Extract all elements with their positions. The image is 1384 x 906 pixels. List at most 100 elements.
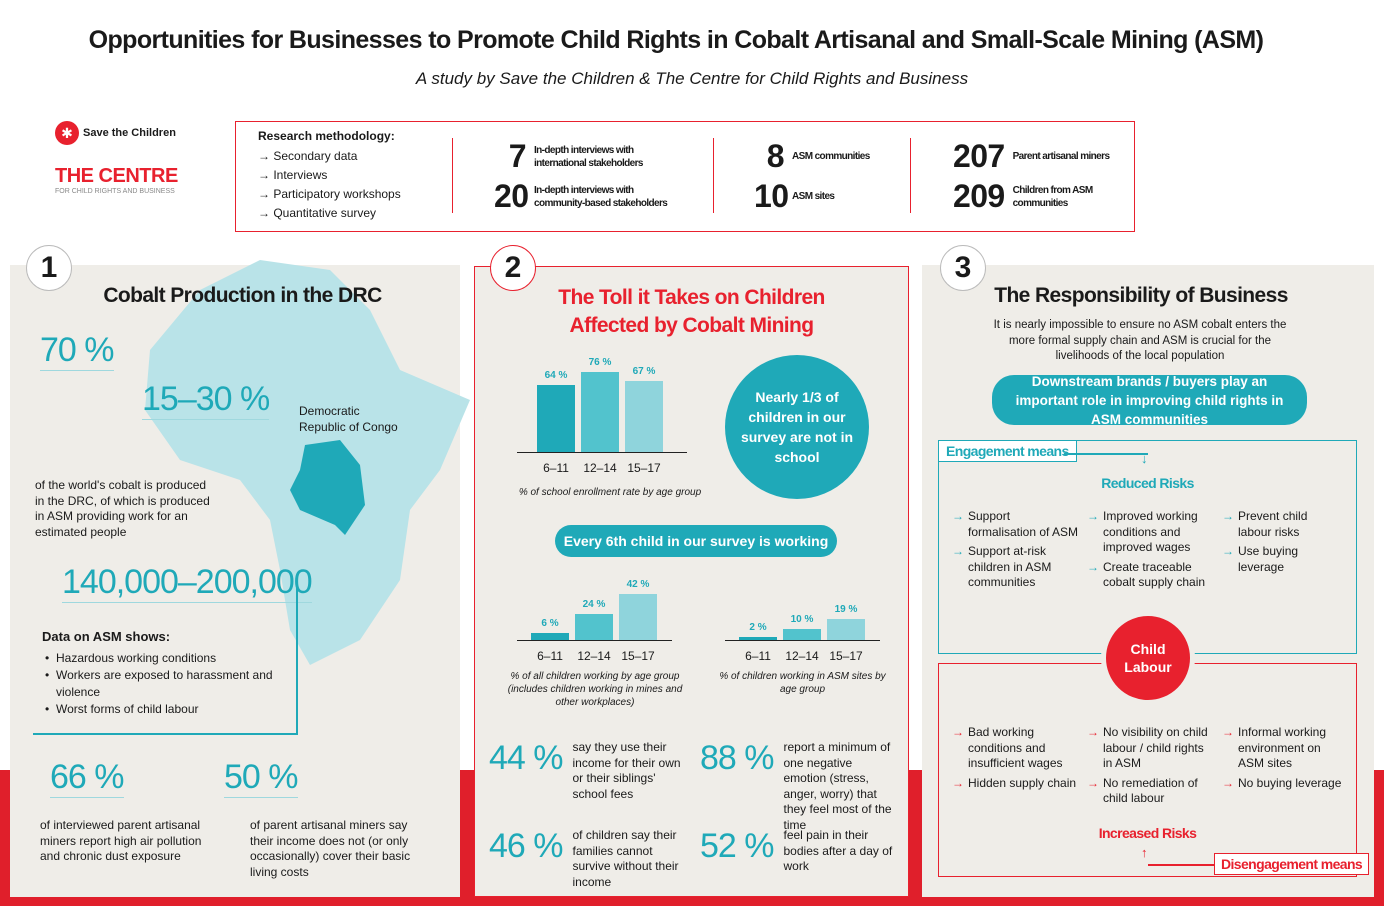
bar-value-label: 6 % <box>541 618 559 630</box>
divider <box>296 580 298 735</box>
bar-value-label: 24 % <box>582 598 606 610</box>
stat-44: 44 % say they use their income for their … <box>489 739 681 801</box>
child-figure-icon: ✱ <box>55 121 79 145</box>
drc-label: Democratic Republic of Congo <box>299 404 398 434</box>
bullet-item: Workers are exposed to harassment and vi… <box>42 667 292 701</box>
section-2-title: The Toll it Takes on Children Affected by… <box>558 286 825 337</box>
not-in-school-circle: Nearly 1/3 of children in our survey are… <box>725 355 869 499</box>
data-heading: Data on ASM shows: <box>42 629 171 644</box>
methodology-heading: Research methodology: <box>258 129 395 143</box>
stat-52: 52 % feel pain in their bodies after a da… <box>700 827 893 873</box>
bar-6–11 <box>739 637 777 640</box>
bullet-item: Worst forms of child labour <box>42 701 292 718</box>
section-3-intro: It is nearly impossible to ensure no ASM… <box>993 319 1287 362</box>
category-label: 15–17 <box>829 649 863 663</box>
page-title: Opportunities for Businesses to Promote … <box>88 26 1264 54</box>
save-the-children-logo: ✱ Save the Children <box>55 121 176 145</box>
working-chart: 6 % 6–11 24 % 12–14 42 % 15–17 <box>517 565 672 663</box>
bar-15–17 <box>625 381 663 452</box>
stat-66-percent: 66 % <box>50 758 124 798</box>
worker-range: 140,000–200,000 <box>62 563 313 603</box>
stat-15-30-percent: 15–30 % <box>142 380 270 420</box>
bar-value-label: 10 % <box>790 614 814 626</box>
stat-50-text: of parent artisanal miners say their inc… <box>250 818 411 879</box>
reduced-risks-label: Reduced Risks <box>1101 475 1194 491</box>
bar-value-label: 67 % <box>632 366 656 378</box>
asm-working-chart: 2 % 6–11 10 % 12–14 19 % 15–17 <box>725 565 880 663</box>
divider <box>713 138 714 213</box>
enrollment-chart: 64 % 6–11 76 % 12–14 67 % 15–17 <box>517 353 687 475</box>
category-label: 6–11 <box>745 649 771 663</box>
category-label: 6–11 <box>543 461 569 475</box>
bullet-item: Hazardous working conditions <box>42 650 292 667</box>
cobalt-description: of the world's cobalt is produced in the… <box>35 478 210 539</box>
increased-risks-label: Increased Risks <box>1098 825 1197 841</box>
category-label: 12–14 <box>583 461 617 475</box>
disengagement-col: Bad working conditions and insufficient … <box>952 725 1080 795</box>
divider <box>452 138 453 213</box>
working-pill: Every 6th child in our survey is working <box>555 525 837 557</box>
stat-46: 46 % of children say their families canno… <box>489 827 679 889</box>
engagement-col: Prevent child labour risksUse buying lev… <box>1222 509 1342 579</box>
stat-parent-miners: 207 Parent artisanal miners <box>953 138 1110 174</box>
methodology-list: Research methodology: → Secondary data →… <box>258 129 401 223</box>
engagement-label: Engagement means <box>938 440 1077 462</box>
bar-value-label: 2 % <box>749 622 767 633</box>
category-label: 15–17 <box>621 649 655 663</box>
methodology-item: → Participatory workshops <box>258 187 401 201</box>
asm-working-caption: % of children working in ASM sites by ag… <box>719 671 886 695</box>
stat-asm-sites: 10 ASM sites <box>754 178 835 214</box>
bar-12–14 <box>575 613 613 640</box>
divider <box>910 138 911 213</box>
bar-value-label: 76 % <box>588 357 612 368</box>
category-label: 12–14 <box>577 649 611 663</box>
stat-66-text: of interviewed parent artisanal miners r… <box>40 818 202 863</box>
disengagement-col: No visibility on child labour / child ri… <box>1087 725 1215 811</box>
category-label: 15–17 <box>627 461 661 475</box>
methodology-item: → Interviews <box>258 168 328 182</box>
arrow-up-icon: ↑ <box>1141 845 1148 860</box>
bar-6–11 <box>537 384 575 452</box>
asm-bullets: Hazardous working conditions Workers are… <box>42 650 292 718</box>
stat-88: 88 % report a minimum of one negative emo… <box>700 739 892 832</box>
page-subtitle: A study by Save the Children & The Centr… <box>415 69 969 88</box>
bar-12–14 <box>783 629 821 640</box>
divider <box>33 733 298 735</box>
section-number: 1 <box>26 245 72 291</box>
methodology-item: → Quantitative survey <box>258 206 377 220</box>
centre-logo-subtitle: FOR CHILD RIGHTS AND BUSINESS <box>55 188 175 195</box>
connector-line <box>1064 453 1148 455</box>
section-3-title: The Responsibility of Business <box>994 284 1288 307</box>
bar-15–17 <box>827 619 865 640</box>
working-caption: % of all children working by age group (… <box>507 671 683 708</box>
bar-6–11 <box>531 633 569 640</box>
africa-map <box>145 260 470 665</box>
engagement-col: Improved working conditions and improved… <box>1087 509 1215 595</box>
category-label: 6–11 <box>537 649 563 663</box>
engagement-col: Support formalisation of ASMSupport at-r… <box>952 509 1080 595</box>
enrollment-caption: % of school enrollment rate by age group <box>518 487 702 498</box>
save-the-children-text: Save the Children <box>83 127 176 139</box>
centre-logo-title: THE CENTRE <box>55 165 178 187</box>
connector-line <box>1148 864 1214 866</box>
stat-asm-communities: 8 ASM communities <box>766 138 870 174</box>
category-label: 12–14 <box>785 649 819 663</box>
stat-children: 209 Children from ASM communities <box>953 178 1093 214</box>
bar-15–17 <box>619 594 657 640</box>
centre-logo: THE CENTRE FOR CHILD RIGHTS AND BUSINESS <box>55 165 178 195</box>
section-number: 2 <box>490 245 536 291</box>
bar-12–14 <box>581 372 619 452</box>
stat-community-interviews: 20 In-depth interviews with community-ba… <box>494 178 668 214</box>
responsibility-pill: Downstream brands / buyers play an impor… <box>992 374 1307 427</box>
disengagement-col: Informal working environment on ASM site… <box>1222 725 1342 795</box>
drc-shape <box>290 440 365 535</box>
methodology-item: → Secondary data <box>258 149 358 163</box>
arrow-down-icon: ↓ <box>1141 451 1148 466</box>
disengagement-label: Disengagement means <box>1214 853 1370 875</box>
stat-international-interviews: 7 In-depth interviews with international… <box>508 138 644 174</box>
stat-70-percent: 70 % <box>40 331 114 371</box>
bar-value-label: 64 % <box>544 369 568 381</box>
stat-50-percent: 50 % <box>224 758 298 798</box>
section-number: 3 <box>940 245 986 291</box>
methodology-box: Research methodology: → Secondary data →… <box>235 121 1135 232</box>
